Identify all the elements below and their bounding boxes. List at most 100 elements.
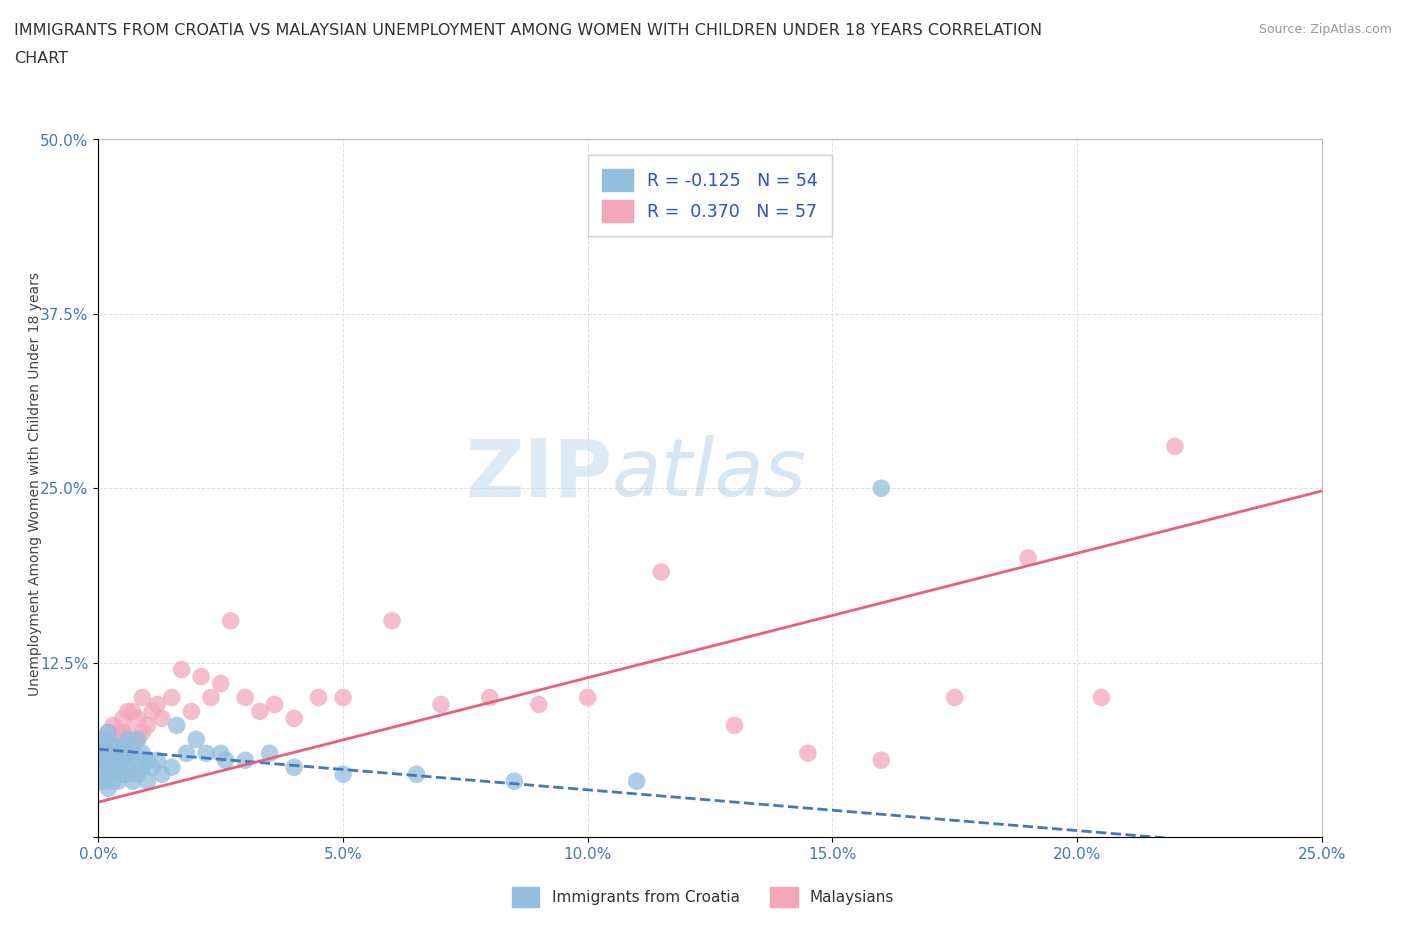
Point — [1164, 439, 1187, 454]
Point — [101, 760, 124, 775]
Point — [121, 746, 143, 761]
Point — [127, 766, 149, 781]
Point — [117, 766, 139, 781]
Point — [723, 718, 745, 733]
Text: atlas: atlas — [612, 435, 807, 513]
Point — [146, 753, 169, 768]
Point — [107, 760, 129, 775]
Point — [97, 738, 120, 753]
Point — [111, 746, 134, 761]
Point — [127, 732, 149, 747]
Point — [101, 766, 124, 781]
Point — [111, 753, 134, 768]
Point — [249, 704, 271, 719]
Point — [195, 746, 218, 761]
Point — [283, 760, 305, 775]
Point — [186, 732, 208, 747]
Point — [209, 746, 232, 761]
Point — [107, 725, 129, 740]
Point — [150, 766, 173, 781]
Point — [121, 738, 143, 753]
Point — [91, 774, 114, 789]
Point — [233, 690, 256, 705]
Point — [111, 738, 134, 753]
Point — [111, 725, 134, 740]
Point — [117, 725, 139, 740]
Point — [332, 690, 354, 705]
Point — [405, 766, 427, 781]
Point — [870, 481, 893, 496]
Point — [91, 753, 114, 768]
Point — [131, 690, 153, 705]
Point — [97, 766, 120, 781]
Point — [107, 746, 129, 761]
Point — [111, 753, 134, 768]
Point — [176, 746, 198, 761]
Point — [107, 760, 129, 775]
Point — [160, 690, 183, 705]
Point — [97, 746, 120, 761]
Point — [97, 746, 120, 761]
Point — [131, 725, 153, 740]
Point — [97, 725, 120, 740]
Point — [111, 711, 134, 725]
Point — [430, 698, 453, 712]
Point — [91, 774, 114, 789]
Point — [259, 746, 281, 761]
Point — [97, 738, 120, 753]
Point — [160, 760, 183, 775]
Text: IMMIGRANTS FROM CROATIA VS MALAYSIAN UNEMPLOYMENT AMONG WOMEN WITH CHILDREN UNDE: IMMIGRANTS FROM CROATIA VS MALAYSIAN UNE… — [14, 23, 1042, 38]
Point — [190, 670, 212, 684]
Point — [1090, 690, 1112, 705]
Point — [101, 732, 124, 747]
Point — [332, 766, 354, 781]
Point — [97, 732, 120, 747]
Point — [111, 766, 134, 781]
Point — [233, 753, 256, 768]
Point — [117, 704, 139, 719]
Point — [101, 774, 124, 789]
Point — [91, 760, 114, 775]
Point — [131, 760, 153, 775]
Point — [127, 711, 149, 725]
Point — [170, 662, 193, 677]
Point — [180, 704, 202, 719]
Point — [107, 753, 129, 768]
Point — [650, 565, 672, 579]
Point — [943, 690, 966, 705]
Point — [626, 774, 648, 789]
Point — [91, 738, 114, 753]
Point — [503, 774, 526, 789]
Point — [101, 753, 124, 768]
Point — [527, 698, 550, 712]
Point — [263, 698, 285, 712]
Point — [101, 738, 124, 753]
Point — [91, 732, 114, 747]
Point — [209, 676, 232, 691]
Point — [127, 732, 149, 747]
Point — [136, 718, 159, 733]
Point — [101, 746, 124, 761]
Point — [141, 704, 163, 719]
Point — [97, 725, 120, 740]
Point — [146, 698, 169, 712]
Point — [136, 753, 159, 768]
Point — [117, 746, 139, 761]
Point — [91, 753, 114, 768]
Point — [576, 690, 599, 705]
Point — [1017, 551, 1039, 565]
Legend: R = -0.125   N = 54, R =  0.370   N = 57: R = -0.125 N = 54, R = 0.370 N = 57 — [588, 155, 832, 236]
Point — [381, 614, 404, 629]
Point — [127, 753, 149, 768]
Point — [117, 732, 139, 747]
Point — [117, 760, 139, 775]
Point — [121, 774, 143, 789]
Point — [308, 690, 330, 705]
Point — [136, 774, 159, 789]
Point — [107, 746, 129, 761]
Text: CHART: CHART — [14, 51, 67, 66]
Point — [141, 760, 163, 775]
Point — [166, 718, 188, 733]
Point — [97, 781, 120, 796]
Point — [101, 718, 124, 733]
